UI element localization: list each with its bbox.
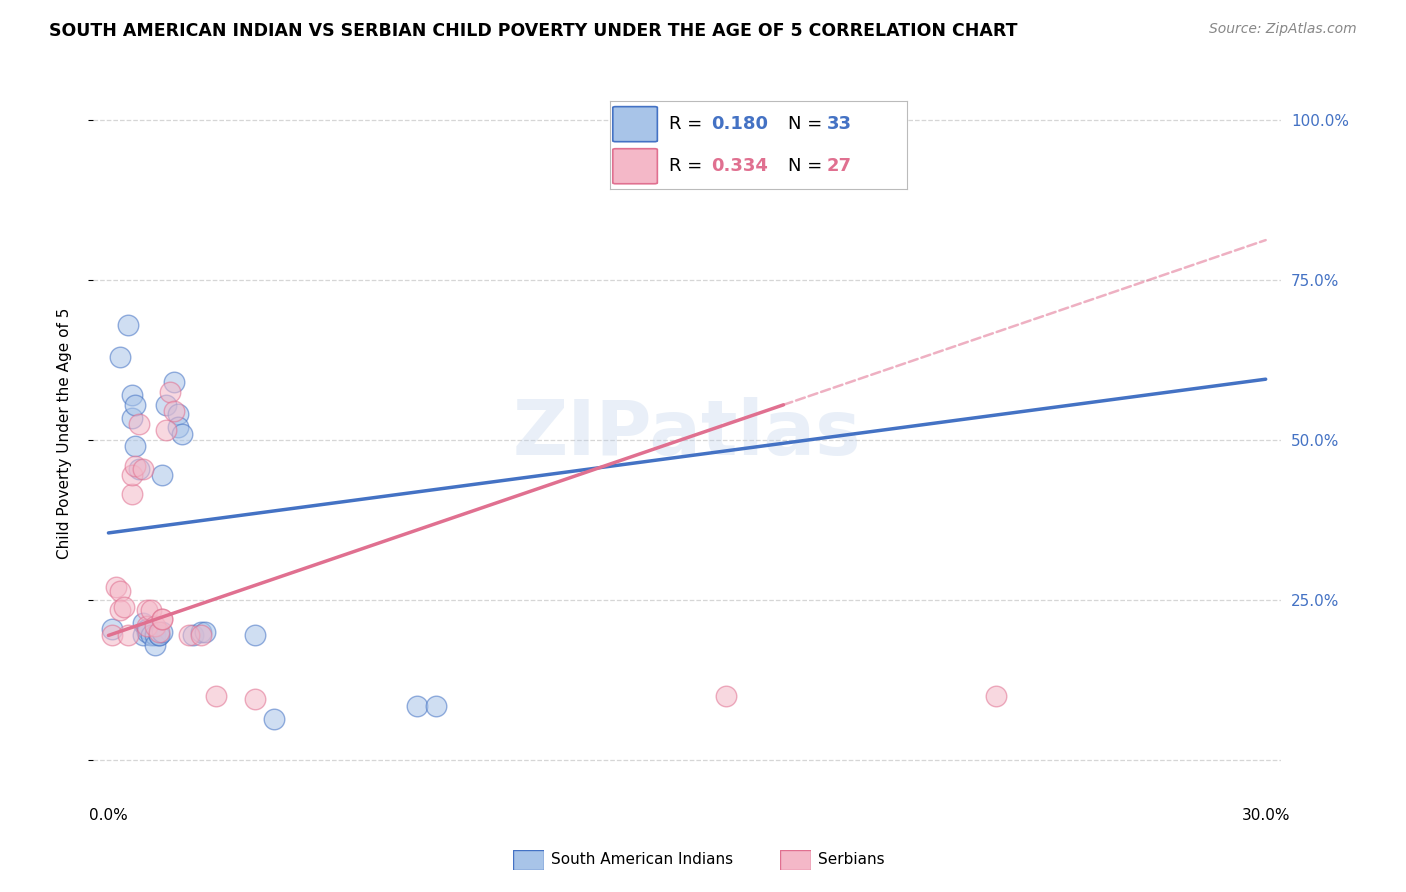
Point: [205, 690, 228, 704]
Point: [243, 628, 266, 642]
Point: [136, 619, 159, 633]
Point: [108, 603, 131, 617]
Text: SOUTH AMERICAN INDIAN VS SERBIAN CHILD POVERTY UNDER THE AGE OF 5 CORRELATION CH: SOUTH AMERICAN INDIAN VS SERBIAN CHILD P…: [49, 22, 1018, 40]
Point: [121, 487, 143, 501]
Text: ZIPatlas: ZIPatlas: [513, 397, 862, 471]
Point: [152, 612, 174, 626]
Point: [112, 599, 135, 614]
Point: [136, 625, 159, 640]
Point: [105, 580, 128, 594]
Point: [124, 440, 146, 454]
Point: [132, 462, 155, 476]
Point: [108, 350, 131, 364]
Point: [132, 628, 155, 642]
Point: [117, 318, 139, 332]
Point: [136, 622, 159, 636]
Point: [143, 619, 166, 633]
Point: [148, 628, 170, 642]
Point: [128, 462, 150, 476]
Text: Source: ZipAtlas.com: Source: ZipAtlas.com: [1209, 22, 1357, 37]
Point: [152, 625, 174, 640]
Point: [159, 384, 181, 399]
Point: [984, 690, 1007, 704]
Point: [152, 468, 174, 483]
Point: [243, 692, 266, 706]
Point: [101, 628, 124, 642]
Point: [167, 408, 190, 422]
Point: [167, 420, 190, 434]
Point: [139, 628, 162, 642]
Point: [121, 388, 143, 402]
Point: [676, 138, 699, 153]
Point: [101, 622, 124, 636]
Point: [155, 398, 177, 412]
Point: [136, 603, 159, 617]
Text: Serbians: Serbians: [818, 853, 884, 867]
Point: [124, 458, 146, 473]
Point: [143, 628, 166, 642]
Point: [155, 424, 177, 438]
Point: [121, 410, 143, 425]
Point: [124, 398, 146, 412]
Point: [194, 625, 217, 640]
Point: [714, 690, 737, 704]
Point: [179, 628, 201, 642]
Point: [132, 615, 155, 630]
Point: [425, 698, 447, 713]
Point: [263, 712, 285, 726]
Text: South American Indians: South American Indians: [551, 853, 734, 867]
Point: [139, 603, 162, 617]
Point: [117, 628, 139, 642]
Point: [163, 404, 186, 418]
Point: [181, 628, 204, 642]
Point: [170, 426, 193, 441]
Point: [148, 625, 170, 640]
Point: [128, 417, 150, 431]
Point: [121, 468, 143, 483]
Point: [152, 612, 174, 626]
Y-axis label: Child Poverty Under the Age of 5: Child Poverty Under the Age of 5: [58, 308, 72, 559]
Point: [190, 625, 212, 640]
Point: [190, 628, 212, 642]
Point: [108, 583, 131, 598]
Point: [754, 135, 776, 149]
Point: [148, 628, 170, 642]
Point: [406, 698, 429, 713]
Point: [143, 638, 166, 652]
Point: [163, 376, 186, 390]
